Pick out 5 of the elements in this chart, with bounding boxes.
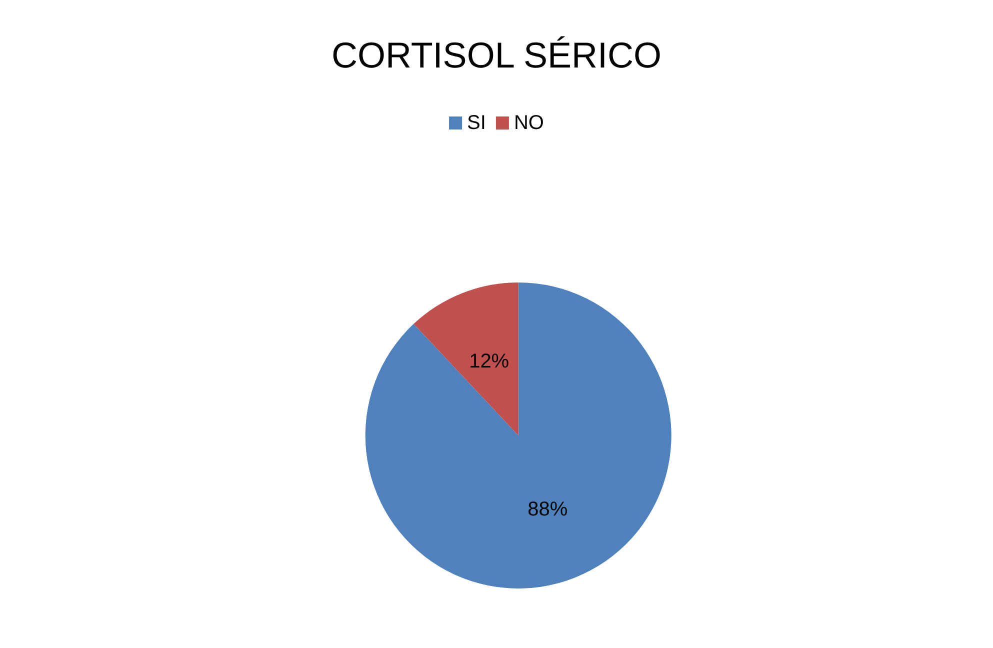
data-label: 12% (469, 350, 510, 373)
legend-label: NO (514, 112, 544, 134)
data-label: 88% (528, 498, 568, 520)
legend-label: SI (467, 112, 486, 134)
chart-title: CORTISOL SÉRICO (331, 34, 662, 76)
